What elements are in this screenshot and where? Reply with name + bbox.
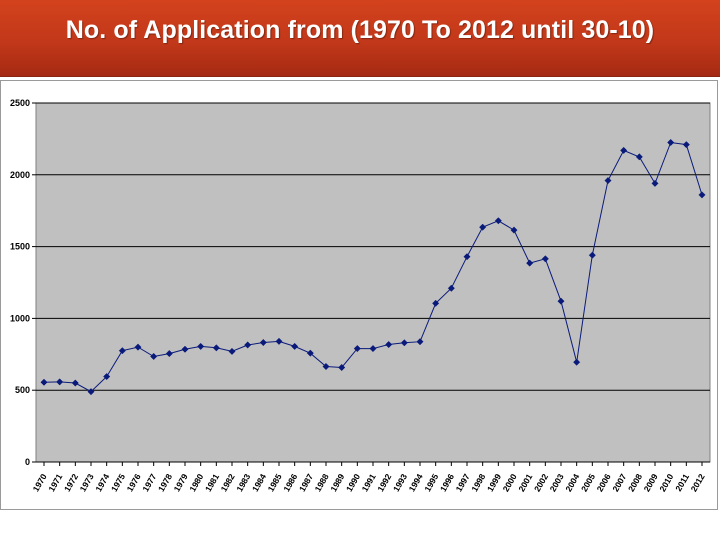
y-tick-label: 500 bbox=[15, 385, 30, 395]
title-banner: No. of Application from (1970 To 2012 un… bbox=[0, 0, 720, 77]
x-tick-label: 1993 bbox=[391, 472, 409, 494]
x-tick-label: 1990 bbox=[344, 472, 362, 494]
x-tick-label: 1996 bbox=[438, 472, 456, 494]
data-point bbox=[604, 176, 612, 185]
x-tick-label: 1983 bbox=[234, 472, 252, 494]
data-point bbox=[40, 378, 48, 386]
chart-container: 0 500 1000 1500 2000 2500 1970 1971 1972 1973 197… bbox=[0, 80, 718, 510]
x-tick-label: 2009 bbox=[642, 472, 660, 494]
data-point bbox=[526, 259, 534, 267]
x-tick-label: 2000 bbox=[501, 472, 519, 494]
x-tick-label: 2007 bbox=[610, 472, 628, 494]
data-point bbox=[573, 358, 581, 366]
x-tick-label: 1992 bbox=[375, 472, 393, 494]
data-point bbox=[306, 349, 314, 357]
data-point bbox=[71, 379, 79, 387]
y-tick-label: 1000 bbox=[10, 313, 30, 323]
y-tick-label: 0 bbox=[25, 457, 30, 467]
data-point bbox=[291, 342, 299, 350]
data-point bbox=[463, 253, 471, 261]
x-tick-label: 2010 bbox=[657, 472, 675, 494]
data-point bbox=[479, 223, 487, 231]
x-tick-label: 1994 bbox=[407, 472, 425, 494]
x-tick-label: 1977 bbox=[140, 472, 158, 494]
data-point bbox=[416, 338, 424, 346]
data-point bbox=[322, 362, 330, 371]
x-tick-label: 1974 bbox=[93, 472, 111, 494]
x-tick-label: 1978 bbox=[156, 472, 174, 494]
data-point bbox=[400, 339, 408, 347]
data-point bbox=[259, 338, 267, 347]
y-tick-label: 2500 bbox=[10, 98, 30, 108]
data-point bbox=[385, 340, 393, 349]
data-point bbox=[212, 344, 220, 352]
y-tick-label: 2000 bbox=[10, 170, 30, 180]
data-point bbox=[369, 345, 377, 353]
data-point bbox=[181, 345, 189, 353]
x-tick-label: 2003 bbox=[548, 472, 566, 494]
x-tick-label: 1972 bbox=[62, 472, 80, 494]
data-point bbox=[635, 153, 643, 161]
x-tick-label: 1995 bbox=[422, 472, 440, 494]
x-tick-label: 1997 bbox=[454, 472, 472, 494]
data-point bbox=[275, 337, 283, 345]
data-point bbox=[620, 146, 628, 154]
data-point bbox=[197, 342, 205, 350]
data-point bbox=[228, 347, 236, 355]
x-tick-label: 1979 bbox=[172, 472, 190, 494]
x-tick-label: 1975 bbox=[109, 472, 127, 494]
x-tick-label: 1976 bbox=[125, 472, 143, 494]
page-title: No. of Application from (1970 To 2012 un… bbox=[65, 16, 655, 44]
data-point bbox=[651, 179, 659, 187]
data-point bbox=[432, 299, 440, 307]
data-point bbox=[118, 347, 126, 355]
x-tick-label: 1999 bbox=[485, 472, 503, 494]
data-point bbox=[134, 343, 142, 351]
x-tick-label: 1985 bbox=[266, 472, 284, 494]
data-point bbox=[557, 297, 565, 305]
data-point bbox=[510, 226, 518, 234]
x-tick-label: 2002 bbox=[532, 472, 550, 494]
x-tick-label: 1988 bbox=[313, 472, 331, 494]
data-point bbox=[150, 352, 158, 361]
x-tick-label: 1984 bbox=[250, 472, 268, 494]
x-tick-label: 1982 bbox=[219, 472, 237, 494]
data-point bbox=[698, 191, 706, 199]
data-point bbox=[447, 284, 455, 292]
x-tick-label: 2006 bbox=[595, 472, 613, 494]
x-tick-label: 2008 bbox=[626, 472, 644, 494]
data-point bbox=[338, 363, 346, 372]
x-tick-label: 1981 bbox=[203, 472, 221, 494]
x-tick-label: 1991 bbox=[360, 472, 378, 494]
data-point bbox=[667, 138, 675, 147]
data-point bbox=[353, 345, 361, 353]
x-tick-label: 1970 bbox=[31, 472, 49, 494]
x-tick-label: 1987 bbox=[297, 472, 315, 494]
x-tick-label: 2012 bbox=[689, 472, 707, 494]
data-point bbox=[165, 350, 173, 358]
data-point bbox=[541, 255, 549, 263]
data-point bbox=[87, 388, 95, 396]
data-point bbox=[682, 141, 690, 149]
x-tick-label: 1971 bbox=[46, 472, 64, 494]
x-tick-label: 2005 bbox=[579, 472, 597, 494]
x-tick-label: 2004 bbox=[563, 472, 581, 494]
x-tick-label: 1980 bbox=[187, 472, 205, 494]
plot-area bbox=[35, 102, 711, 463]
x-tick-label: 1986 bbox=[281, 472, 299, 494]
data-point bbox=[56, 378, 64, 386]
data-point bbox=[103, 373, 111, 381]
data-point bbox=[494, 217, 502, 225]
y-tick-label: 1500 bbox=[10, 242, 30, 252]
x-tick-label: 1998 bbox=[469, 472, 487, 494]
x-tick-label: 1989 bbox=[328, 472, 346, 494]
x-tick-label: 2011 bbox=[673, 472, 691, 493]
data-point bbox=[588, 251, 596, 259]
data-point bbox=[244, 341, 252, 349]
x-tick-label: 2001 bbox=[516, 472, 534, 494]
x-tick-label: 1973 bbox=[78, 472, 96, 494]
